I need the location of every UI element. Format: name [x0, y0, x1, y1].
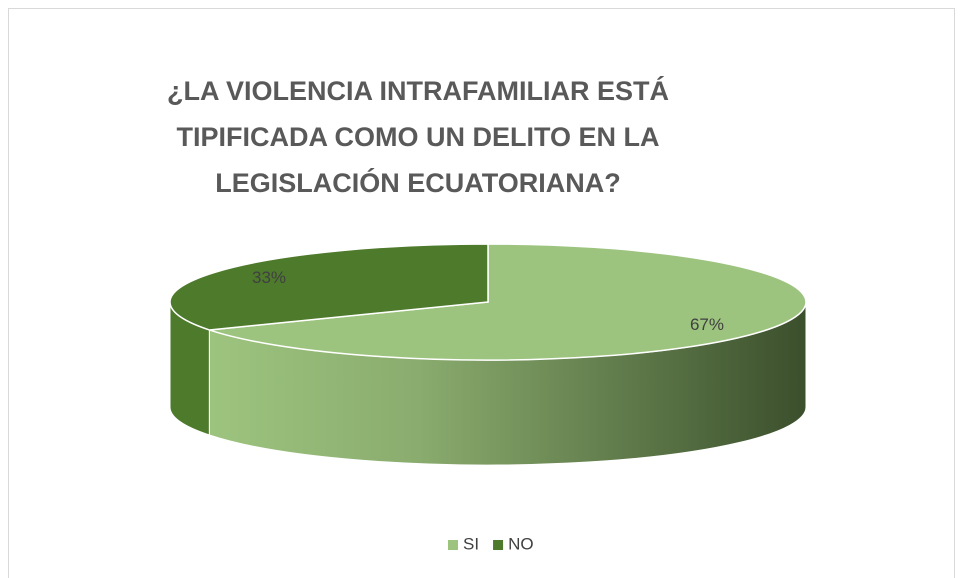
legend-swatch [493, 540, 504, 550]
legend-label: SI [463, 534, 479, 553]
data-label: 67% [690, 315, 724, 334]
chart-title: ¿LA VIOLENCIA INTRAFAMILIAR ESTÁ TIPIFIC… [167, 76, 669, 198]
data-label: 33% [252, 268, 286, 287]
chart-border [8, 8, 955, 578]
legend-swatch [448, 540, 458, 550]
slice [169, 243, 489, 331]
slice [209, 243, 807, 361]
legend-label: NO [508, 534, 534, 553]
